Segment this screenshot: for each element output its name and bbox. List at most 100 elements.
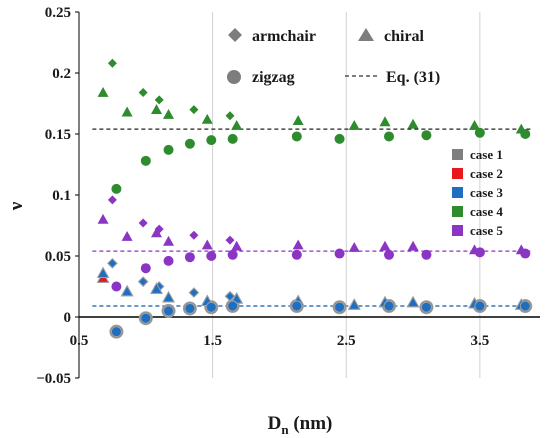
chiral-point (151, 104, 163, 114)
chiral-point (379, 116, 391, 127)
case-legend: case 1 case 2 case 3 case 4 case 5 (452, 147, 503, 238)
chiral-point (348, 241, 360, 252)
chiral-point (201, 239, 213, 250)
zigzag-point (140, 155, 151, 166)
zigzag-point (163, 144, 174, 155)
zigzag-point (383, 300, 395, 312)
armchair-point (107, 58, 117, 68)
zigzag-point (163, 305, 175, 317)
vertical-gridlines (78, 12, 481, 378)
chiral-point (163, 235, 175, 246)
chiral-point (97, 213, 109, 224)
eq31-lines (92, 128, 531, 307)
x-tick-labels: 0.5 1.5 2.5 3.5 (70, 333, 490, 349)
y-tick-label: 0.15 (45, 127, 71, 143)
y-tick-label: 0.25 (45, 5, 71, 21)
chiral-point (162, 290, 175, 303)
chiral-point (347, 298, 361, 310)
legend-swatch-case-1 (452, 149, 463, 160)
zigzag-point (227, 249, 238, 260)
legend-label-case-4: case 4 (470, 204, 503, 219)
zigzag-point (140, 312, 152, 324)
series-case-3 (96, 258, 531, 338)
chiral-point (151, 227, 163, 238)
armchair-point (138, 88, 148, 98)
chiral-point (407, 240, 419, 251)
chiral-point (121, 230, 133, 241)
series-case-5 (97, 195, 531, 292)
chiral-point (231, 240, 243, 251)
zigzag-point (421, 130, 432, 141)
x-tick-label: 0.5 (70, 333, 89, 349)
legend-label-case-2: case 2 (470, 166, 503, 181)
zigzag-point (140, 263, 151, 274)
y-tick-label: 0.05 (45, 249, 71, 265)
legend-swatch-case-4 (452, 206, 463, 217)
x-axis-label-main: D (268, 413, 282, 434)
legend-eq31-label: Eq. (31) (386, 69, 440, 86)
zigzag-point (184, 138, 195, 149)
zigzag-point (111, 281, 122, 292)
x-tick-label: 2.5 (337, 333, 356, 349)
y-tick-label: −0.05 (36, 371, 71, 387)
legend-label-case-3: case 3 (470, 185, 503, 200)
series-case-1 (96, 258, 533, 339)
armchair-point (189, 105, 199, 115)
legend-triangle-icon (358, 28, 374, 41)
zigzag-point (520, 248, 531, 259)
zigzag-point (474, 300, 486, 312)
zigzag-point (184, 252, 195, 263)
chiral-point (406, 295, 420, 308)
armchair-point (107, 195, 117, 205)
legend-label-case-1: case 1 (470, 147, 503, 162)
armchair-point (225, 235, 235, 245)
series-case-2 (96, 258, 531, 338)
chiral-point (379, 240, 391, 251)
y-tick-label: 0.1 (52, 188, 71, 204)
y-tick-label: 0 (64, 310, 72, 326)
armchair-point (224, 291, 236, 302)
x-axis-label-subscript: n (281, 422, 289, 437)
y-axis-label: ν (6, 201, 27, 211)
x-axis-label-unit: (nm) (289, 413, 333, 434)
zigzag-point (111, 183, 122, 194)
zigzag-point (227, 133, 238, 144)
legend-diamond-icon (228, 28, 242, 42)
armchair-point (138, 218, 148, 228)
y-tick-label: 0.2 (52, 66, 71, 82)
zigzag-point (110, 326, 122, 338)
shape-legend: armchair chiral zigzag Eq. (31) (227, 28, 440, 86)
zigzag-point (334, 248, 345, 259)
zigzag-point (206, 251, 217, 261)
zigzag-point (206, 135, 217, 146)
chiral-point (469, 119, 481, 130)
armchair-point (154, 95, 164, 105)
legend-armchair-label: armchair (252, 28, 316, 45)
zigzag-point (420, 301, 432, 313)
zigzag-point (291, 249, 302, 260)
zigzag-point (384, 131, 395, 142)
series-case-4 (97, 58, 531, 194)
chiral-point (292, 239, 304, 250)
armchair-point (107, 258, 118, 269)
legend-swatch-case-5 (452, 225, 463, 236)
zigzag-point (291, 300, 303, 312)
data-markers (96, 58, 533, 339)
zigzag-point (184, 302, 196, 314)
zigzag-point (227, 300, 239, 312)
zigzag-point (474, 127, 485, 138)
x-axis-label: Dn (nm) (268, 413, 333, 437)
armchair-point (137, 276, 149, 287)
armchair-point (225, 111, 235, 121)
zigzag-point (384, 249, 395, 260)
chiral-point (348, 119, 360, 130)
zigzag-point (163, 255, 174, 266)
zigzag-point (519, 300, 531, 312)
x-tick-label: 1.5 (203, 333, 222, 349)
chiral-point (201, 113, 213, 124)
zigzag-point (205, 301, 217, 313)
legend-label-case-5: case 5 (470, 223, 503, 238)
legend-swatch-case-2 (452, 168, 463, 179)
zigzag-point (334, 301, 346, 313)
